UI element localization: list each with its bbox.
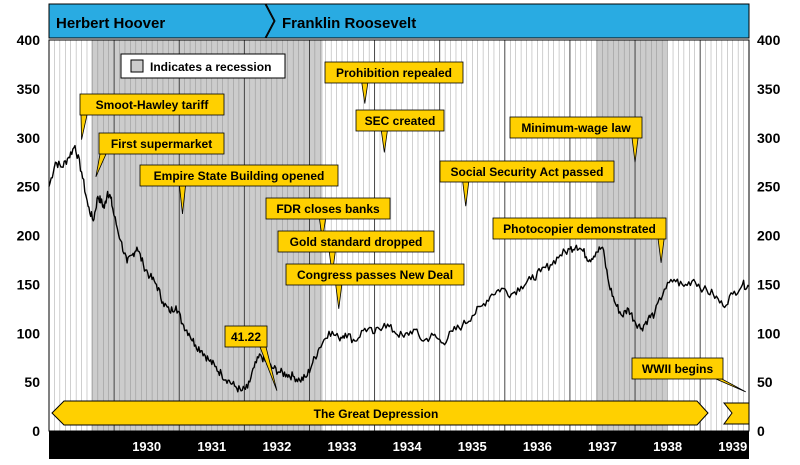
annotation: Photocopier demonstrated [492, 217, 667, 263]
x-tick-label: 1937 [588, 439, 617, 454]
annotation: Smoot-Hawley tariff [79, 93, 225, 140]
annotation-pointer [361, 82, 369, 104]
annotation-box [79, 93, 225, 116]
annotation-box [631, 357, 724, 380]
y-tick-label-right: 200 [757, 228, 781, 244]
x-tick-label: 1932 [262, 439, 291, 454]
annotation-pointer [715, 378, 746, 393]
x-tick-label: 1938 [653, 439, 682, 454]
annotation-pointer [462, 181, 470, 207]
annotation-label: FDR closes banks [276, 202, 380, 216]
annotation-box [277, 230, 435, 253]
y-tick-label-right: 400 [757, 32, 781, 48]
annotation-label: Minimum-wage law [521, 121, 631, 135]
x-tick-label: 1935 [458, 439, 487, 454]
annotation-label: First supermarket [111, 137, 212, 151]
annotation: WWII begins [631, 357, 746, 393]
y-tick-label-right: 0 [757, 423, 765, 439]
x-axis-bar [49, 431, 749, 459]
annotation-box [355, 109, 445, 132]
y-tick-label-left: 150 [17, 276, 41, 292]
y-tick-label-left: 350 [17, 81, 41, 97]
depression-label: The Great Depression [314, 407, 439, 421]
annotation-label: Prohibition repealed [336, 66, 452, 80]
y-tick-label-left: 250 [17, 179, 41, 195]
y-tick-label-left: 0 [32, 423, 40, 439]
president-banner-roosevelt: Franklin Roosevelt [265, 3, 750, 39]
annotation-label: 41.22 [231, 330, 261, 344]
y-tick-label-left: 200 [17, 228, 41, 244]
x-tick-label: 1930 [132, 439, 161, 454]
annotation-pointer [80, 114, 88, 140]
x-tick-label: 1939 [718, 439, 747, 454]
y-tick-label-left: 50 [24, 374, 40, 390]
y-tick-label-right: 250 [757, 179, 781, 195]
x-tick-label: 1936 [523, 439, 552, 454]
annotation-label: WWII begins [642, 362, 714, 376]
annotation-box [324, 61, 464, 84]
y-tick-label-left: 400 [17, 32, 41, 48]
annotation: Social Security Act passed [439, 160, 615, 207]
depression-arrow-shape [51, 400, 709, 426]
annotation-box [439, 160, 615, 183]
y-tick-label-left: 100 [17, 325, 41, 341]
annotation: FDR closes banks [265, 197, 391, 241]
y-tick-label-right: 100 [757, 325, 781, 341]
annotation-label: Smoot-Hawley tariff [96, 98, 210, 112]
y-tick-label-right: 150 [757, 276, 781, 292]
legend-box [120, 53, 286, 79]
annotation-box [139, 164, 339, 187]
annotation: 41.22 [224, 325, 278, 391]
x-tick-label: 1933 [328, 439, 357, 454]
annotation: First supermarket [95, 132, 225, 178]
annotation-label: SEC created [365, 114, 436, 128]
dow-line [48, 144, 750, 393]
x-tick-label: 1934 [393, 439, 423, 454]
y-tick-label-left: 300 [17, 130, 41, 146]
y-axis-left: 0 50 100 150 200 250 300 350 400 [17, 32, 41, 439]
y-axis-right: 0 50 100 150 200 250 300 350 400 [757, 32, 781, 439]
president-banner-hoover: Herbert Hoover [48, 3, 275, 39]
ww2-arrow-shape [722, 402, 750, 425]
annotation-box [98, 132, 225, 155]
annotation: Gold standard dropped [277, 230, 435, 275]
y-tick-label-right: 50 [757, 374, 773, 390]
y-tick-label-right: 350 [757, 81, 781, 97]
banner-hoover-label: Herbert Hoover [56, 15, 165, 32]
y-tick-label-right: 300 [757, 130, 781, 146]
annotation-label: Gold standard dropped [290, 235, 423, 249]
annotation: Minimum-wage law [509, 116, 643, 163]
banner-roosevelt-label: Franklin Roosevelt [282, 15, 416, 32]
annotation: Prohibition repealed [324, 61, 464, 104]
annotation-box [509, 116, 643, 139]
annotation: Congress passes New Deal [285, 263, 465, 309]
x-tick-label: 1931 [197, 439, 226, 454]
annotation-box [224, 325, 268, 348]
annotation-box [265, 197, 391, 220]
great-depression-arrow: The Great Depression [51, 400, 709, 426]
annotation: SEC created [355, 109, 445, 153]
annotation-label: Photocopier demonstrated [503, 222, 656, 236]
annotation-label: Congress passes New Deal [297, 268, 453, 282]
legend-swatch [130, 59, 144, 73]
annotation: Empire State Building opened [139, 164, 339, 215]
annotation-box [285, 263, 465, 286]
annotation-label: Social Security Act passed [451, 165, 604, 179]
legend-label: Indicates a recession [150, 60, 271, 74]
annotation-label: Empire State Building opened [154, 169, 325, 183]
annotations: Smoot-Hawley tariff First supermarket Empi… [79, 61, 746, 393]
x-axis-labels: 1930 1931 1932 1933 1934 1935 1936 1937 1938 1939 [132, 439, 747, 454]
recession-legend: Indicates a recession [120, 53, 286, 79]
annotation-pointer [380, 130, 388, 153]
annotation-box [492, 217, 667, 240]
